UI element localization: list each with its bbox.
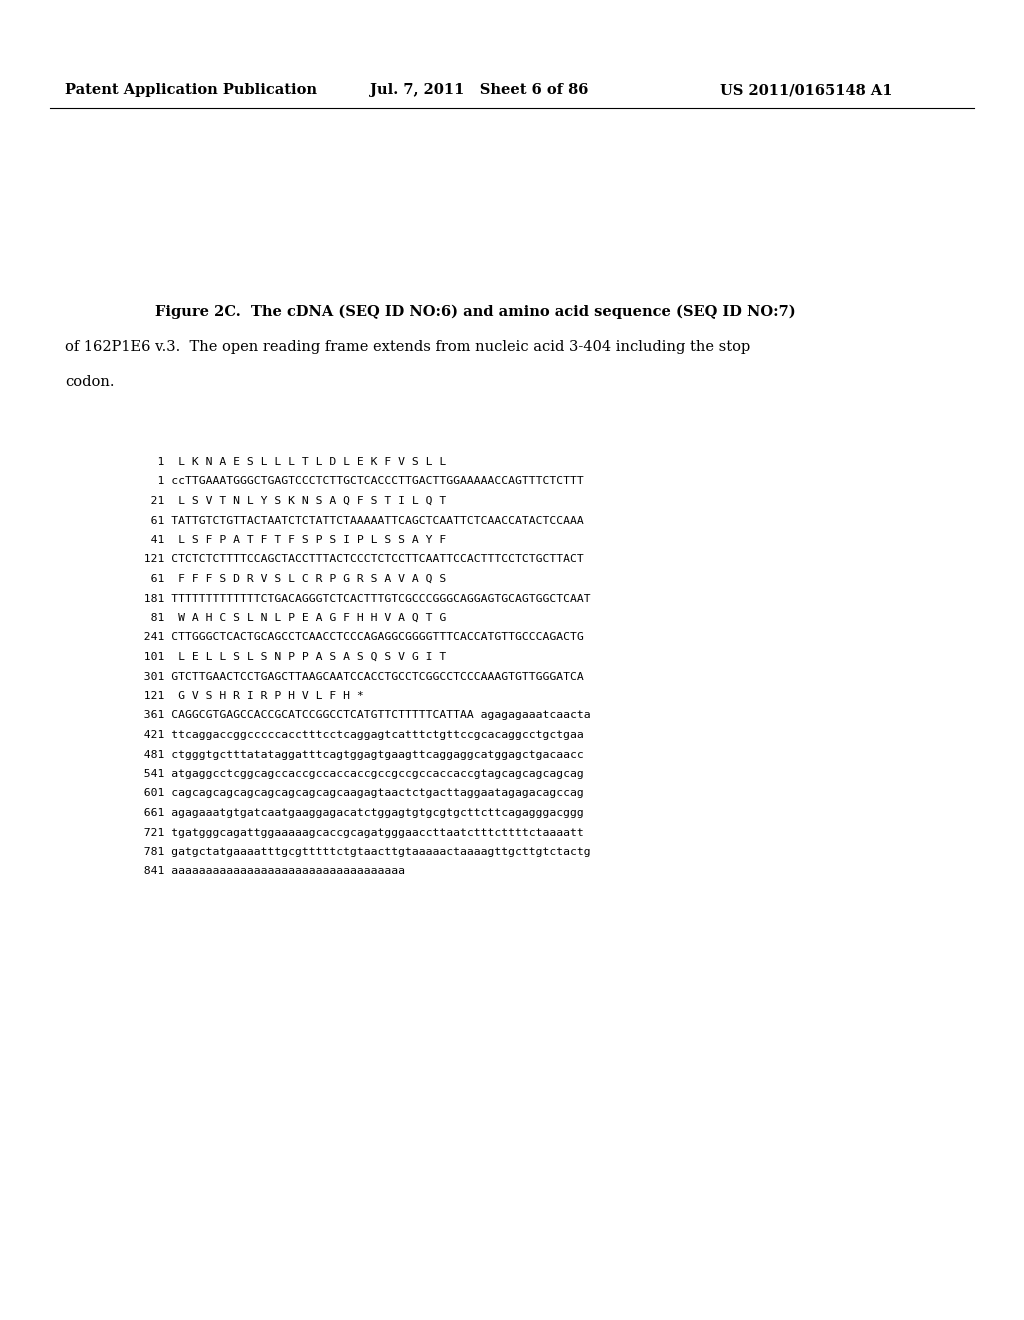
Text: 601 cagcagcagcagcagcagcagcagcaagagtaactctgacttaggaatagagacagccag: 601 cagcagcagcagcagcagcagcagcaagagtaactc… — [130, 788, 584, 799]
Text: Jul. 7, 2011   Sheet 6 of 86: Jul. 7, 2011 Sheet 6 of 86 — [370, 83, 589, 96]
Text: 61  F F F S D R V S L C R P G R S A V A Q S: 61 F F F S D R V S L C R P G R S A V A Q… — [130, 574, 446, 583]
Text: 781 gatgctatgaaaatttgcgtttttctgtaacttgtaaaaactaaaagttgcttgtctactg: 781 gatgctatgaaaatttgcgtttttctgtaacttgta… — [130, 847, 591, 857]
Text: 1 ccTTGAAATGGGCTGAGTCCCTCTTGCTCACCCTTGACTTGGAAAAACCAGTTTCTCTTT: 1 ccTTGAAATGGGCTGAGTCCCTCTTGCTCACCCTTGAC… — [130, 477, 584, 487]
Text: 241 CTTGGGCTCACTGCAGCCTCAACCTCCCAGAGGCGGGGTTTCACCATGTTGCCCAGACTG: 241 CTTGGGCTCACTGCAGCCTCAACCTCCCAGAGGCGG… — [130, 632, 584, 643]
Text: Figure 2C.  The cDNA (SEQ ID NO:6) and amino acid sequence (SEQ ID NO:7): Figure 2C. The cDNA (SEQ ID NO:6) and am… — [155, 305, 796, 319]
Text: 301 GTCTTGAACTCCTGAGCTTAAGCAATCCACCTGCCTCGGCCTCCCAAAGTGTTGGGATCA: 301 GTCTTGAACTCCTGAGCTTAAGCAATCCACCTGCCT… — [130, 672, 584, 681]
Text: 481 ctgggtgctttatataggatttcagtggagtgaagttcaggaggcatggagctgacaacc: 481 ctgggtgctttatataggatttcagtggagtgaagt… — [130, 750, 584, 759]
Text: 361 CAGGCGTGAGCCACCGCATCCGGCCTCATGTTCTTTTTCATTAA agagagaaatcaacta: 361 CAGGCGTGAGCCACCGCATCCGGCCTCATGTTCTTT… — [130, 710, 591, 721]
Text: 21  L S V T N L Y S K N S A Q F S T I L Q T: 21 L S V T N L Y S K N S A Q F S T I L Q… — [130, 496, 446, 506]
Text: 721 tgatgggcagattggaaaaagcaccgcagatgggaaccttaatctttcttttctaaaatt: 721 tgatgggcagattggaaaaagcaccgcagatgggaa… — [130, 828, 584, 837]
Text: 121  G V S H R I R P H V L F H *: 121 G V S H R I R P H V L F H * — [130, 690, 364, 701]
Text: 1  L K N A E S L L L T L D L E K F V S L L: 1 L K N A E S L L L T L D L E K F V S L … — [130, 457, 446, 467]
Text: 421 ttcaggaccggcccccacctttcctcaggagtcatttctgttccgcacaggcctgctgaa: 421 ttcaggaccggcccccacctttcctcaggagtcatt… — [130, 730, 584, 741]
Text: 81  W A H C S L N L P E A G F H H V A Q T G: 81 W A H C S L N L P E A G F H H V A Q T… — [130, 612, 446, 623]
Text: Patent Application Publication: Patent Application Publication — [65, 83, 317, 96]
Text: 181 TTTTTTTTTTTTTCTGACAGGGTCTCACTTTGTCGCCCGGGCAGGAGTGCAGTGGCTCAAT: 181 TTTTTTTTTTTTTCTGACAGGGTCTCACTTTGTCGC… — [130, 594, 591, 603]
Text: 41  L S F P A T F T F S P S I P L S S A Y F: 41 L S F P A T F T F S P S I P L S S A Y… — [130, 535, 446, 545]
Text: 61 TATTGTCTGTTACTAATCTCTATTCTAAAAATTCAGCTCAATTCTCAACCATACTCCAAA: 61 TATTGTCTGTTACTAATCTCTATTCTAAAAATTCAGC… — [130, 516, 584, 525]
Text: 541 atgaggcctcggcagccaccgccaccaccgccgccgccaccaccgtagcagcagcagcag: 541 atgaggcctcggcagccaccgccaccaccgccgccg… — [130, 770, 584, 779]
Text: codon.: codon. — [65, 375, 115, 389]
Text: 121 CTCTCTCTTTTCCAGCTACCTTTACTCCCTCTCCTTCAATTCCACTTTCCTCTGCTTACT: 121 CTCTCTCTTTTCCAGCTACCTTTACTCCCTCTCCTT… — [130, 554, 584, 565]
Text: 101  L E L L S L S N P P A S A S Q S V G I T: 101 L E L L S L S N P P A S A S Q S V G … — [130, 652, 446, 663]
Text: of 162P1E6 v.3.  The open reading frame extends from nucleic acid 3-404 includin: of 162P1E6 v.3. The open reading frame e… — [65, 341, 751, 354]
Text: 661 agagaaatgtgatcaatgaaggagacatctggagtgtgcgtgcttcttcagagggacggg: 661 agagaaatgtgatcaatgaaggagacatctggagtg… — [130, 808, 584, 818]
Text: US 2011/0165148 A1: US 2011/0165148 A1 — [720, 83, 893, 96]
Text: 841 aaaaaaaaaaaaaaaaaaaaaaaaaaaaaaaaaa: 841 aaaaaaaaaaaaaaaaaaaaaaaaaaaaaaaaaa — [130, 866, 406, 876]
